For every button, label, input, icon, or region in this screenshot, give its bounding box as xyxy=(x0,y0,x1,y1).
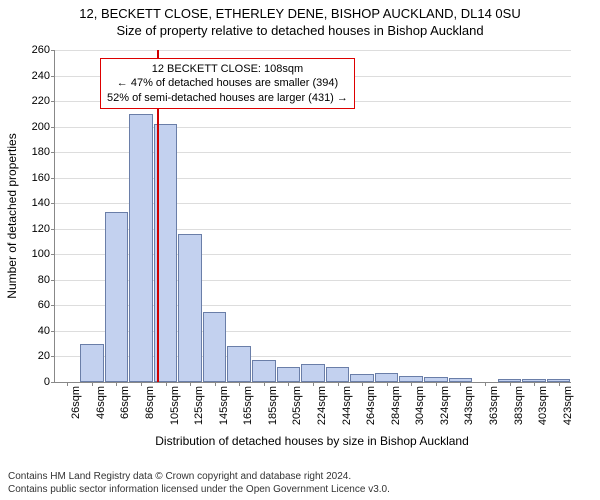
x-tick-label: 383sqm xyxy=(513,386,525,436)
y-tick-label: 220 xyxy=(8,95,50,107)
x-tick-label: 26sqm xyxy=(70,386,82,436)
y-tick-label: 40 xyxy=(8,325,50,337)
histogram-bar xyxy=(129,114,153,382)
histogram-bar xyxy=(375,373,399,382)
x-tick-label: 185sqm xyxy=(267,386,279,436)
footer-attribution: Contains HM Land Registry data © Crown c… xyxy=(8,471,390,496)
x-tick-label: 363sqm xyxy=(488,386,500,436)
x-tick-label: 324sqm xyxy=(439,386,451,436)
x-tick-label: 224sqm xyxy=(316,386,328,436)
histogram-bar xyxy=(105,212,129,382)
x-tick-label: 343sqm xyxy=(463,386,475,436)
y-tick-label: 180 xyxy=(8,146,50,158)
annotation-line3: 52% of semi-detached houses are larger (… xyxy=(107,91,348,105)
chart-subtitle: Size of property relative to detached ho… xyxy=(0,23,600,40)
x-axis-label: Distribution of detached houses by size … xyxy=(54,434,570,448)
x-tick-label: 125sqm xyxy=(193,386,205,436)
annotation-box: 12 BECKETT CLOSE: 108sqm ← 47% of detach… xyxy=(100,58,355,109)
annotation-line2: ← 47% of detached houses are smaller (39… xyxy=(107,76,348,90)
y-tick-label: 200 xyxy=(8,121,50,133)
histogram-bar xyxy=(326,367,350,382)
y-tick-label: 20 xyxy=(8,350,50,362)
chart-container: { "title": "12, BECKETT CLOSE, ETHERLEY … xyxy=(0,0,600,500)
chart-title: 12, BECKETT CLOSE, ETHERLEY DENE, BISHOP… xyxy=(0,0,600,23)
x-tick-label: 86sqm xyxy=(144,386,156,436)
annotation-line1: 12 BECKETT CLOSE: 108sqm xyxy=(107,62,348,76)
y-tick-label: 80 xyxy=(8,274,50,286)
y-tick-label: 60 xyxy=(8,299,50,311)
histogram-bar xyxy=(350,374,374,382)
x-tick-label: 66sqm xyxy=(119,386,131,436)
histogram-bar xyxy=(252,360,276,382)
histogram-bar xyxy=(80,344,104,382)
y-tick-label: 0 xyxy=(8,376,50,388)
histogram-bar xyxy=(301,364,325,382)
y-tick-label: 160 xyxy=(8,172,50,184)
histogram-bar xyxy=(203,312,227,382)
x-tick-label: 264sqm xyxy=(365,386,377,436)
x-tick-label: 145sqm xyxy=(218,386,230,436)
histogram-bar xyxy=(178,234,202,382)
y-tick-label: 120 xyxy=(8,223,50,235)
y-tick-label: 260 xyxy=(8,44,50,56)
x-tick-label: 165sqm xyxy=(242,386,254,436)
x-tick-label: 423sqm xyxy=(562,386,574,436)
y-tick-label: 100 xyxy=(8,248,50,260)
x-tick-label: 403sqm xyxy=(537,386,549,436)
x-tick-label: 244sqm xyxy=(341,386,353,436)
histogram-bar xyxy=(277,367,301,382)
y-tick-label: 240 xyxy=(8,70,50,82)
x-tick-label: 284sqm xyxy=(390,386,402,436)
histogram-bar xyxy=(227,346,251,382)
x-tick-label: 46sqm xyxy=(95,386,107,436)
x-tick-label: 205sqm xyxy=(291,386,303,436)
x-tick-label: 304sqm xyxy=(414,386,426,436)
x-tick-label: 105sqm xyxy=(169,386,181,436)
y-tick-label: 140 xyxy=(8,197,50,209)
